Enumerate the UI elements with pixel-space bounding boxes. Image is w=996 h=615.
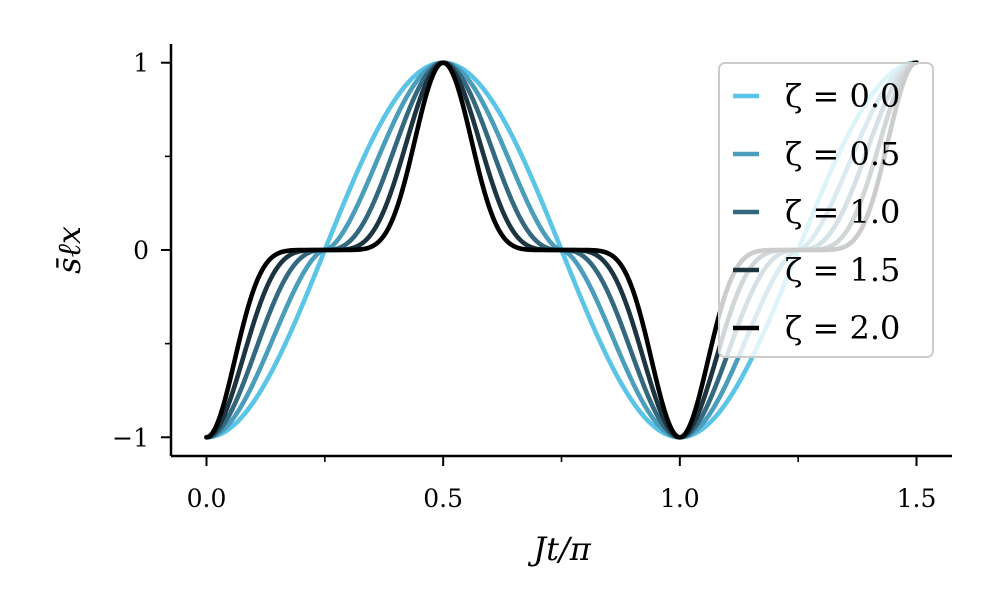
svg-text:s̄ℓx: s̄ℓx <box>50 226 88 274</box>
y-tick-label: 1 <box>133 49 149 78</box>
legend-label: ζ = 0.0 <box>785 77 900 115</box>
y-axis-label: s̄ℓx <box>50 226 88 274</box>
x-tick-label: 1.5 <box>897 484 937 513</box>
legend-label: ζ = 0.5 <box>785 135 900 173</box>
legend-label: ζ = 2.0 <box>785 309 900 347</box>
x-tick-label: 0.0 <box>187 484 227 513</box>
y-tick-label: 0 <box>133 236 149 265</box>
legend: ζ = 0.0 ζ = 0.5 ζ = 1.0 ζ = 1.5 ζ = 2.0 <box>718 62 934 358</box>
x-tick-label: 1.0 <box>660 484 700 513</box>
y-tick-label: −1 <box>112 423 149 452</box>
legend-label: ζ = 1.5 <box>785 251 900 289</box>
axes: 0.0 0.5 1.0 1.5 −1 0 1 <box>112 44 952 513</box>
x-tick-label: 0.5 <box>423 484 463 513</box>
x-axis-label: Jt/π <box>527 530 591 568</box>
legend-box <box>718 62 934 358</box>
legend-label: ζ = 1.0 <box>785 193 900 231</box>
